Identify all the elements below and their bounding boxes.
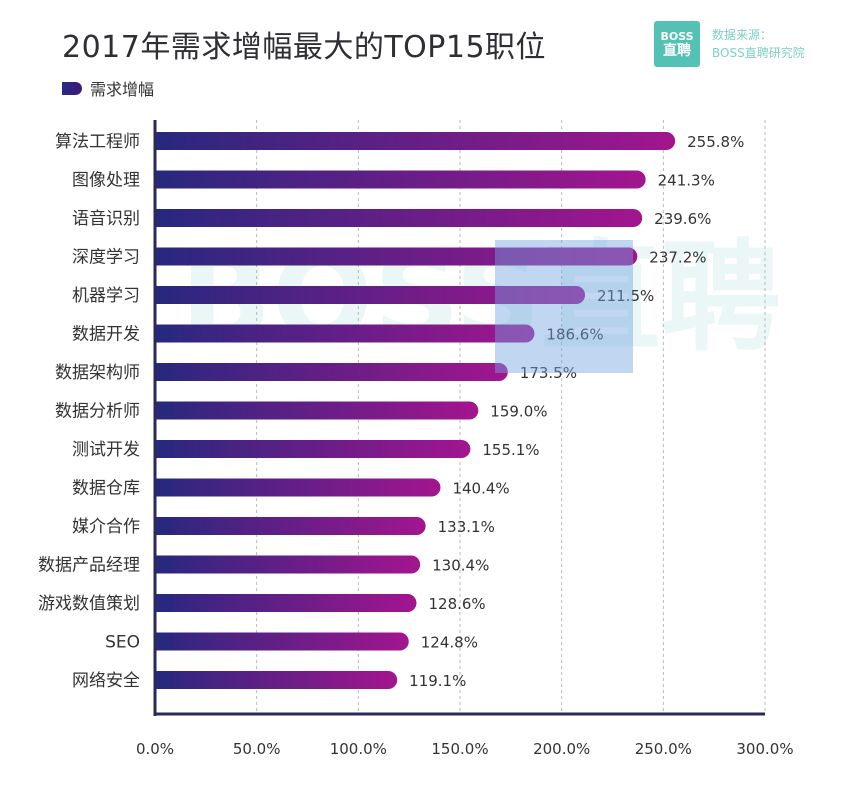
brand-block: BOSS 直聘 数据来源： BOSS直聘研究院 bbox=[654, 21, 805, 67]
value-label: 119.1% bbox=[409, 672, 466, 690]
bar-left-cap bbox=[155, 478, 173, 497]
value-label: 186.6% bbox=[546, 326, 603, 344]
bar-left-cap bbox=[155, 555, 173, 574]
value-label: 133.1% bbox=[438, 518, 495, 536]
category-label: 网络安全 bbox=[72, 671, 140, 691]
x-tick-label: 0.0% bbox=[136, 740, 174, 758]
bar-left-cap bbox=[155, 632, 173, 651]
bar bbox=[155, 632, 409, 651]
category-label: 语音识别 bbox=[72, 209, 140, 229]
category-label: 数据产品经理 bbox=[38, 556, 140, 576]
bar-left-cap bbox=[155, 594, 173, 612]
bar-left-cap bbox=[155, 286, 173, 304]
x-tick-label: 150.0% bbox=[431, 740, 488, 758]
value-label: 124.8% bbox=[421, 634, 478, 652]
bar bbox=[155, 324, 535, 343]
bars bbox=[155, 132, 676, 689]
category-label: 数据开发 bbox=[72, 325, 140, 345]
category-label: 图像处理 bbox=[72, 171, 140, 191]
legend: 需求增幅 bbox=[62, 76, 154, 100]
bar bbox=[155, 594, 417, 612]
bar bbox=[155, 401, 479, 420]
category-label: SEO bbox=[105, 633, 140, 653]
legend-swatch bbox=[62, 81, 82, 95]
value-label: 159.0% bbox=[490, 403, 547, 421]
x-tick-label: 300.0% bbox=[736, 740, 793, 758]
bar-left-cap bbox=[155, 671, 173, 689]
bar-left-cap bbox=[155, 324, 173, 343]
boss-logo: BOSS 直聘 bbox=[654, 21, 700, 67]
labels: 0.0% 50.0% 100.0% 150.0% 200.0% 250.0% 300.0% 算… bbox=[38, 132, 794, 758]
bar bbox=[155, 209, 643, 227]
category-label: 数据分析师 bbox=[55, 402, 140, 422]
source-note: 数据来源： BOSS直聘研究院 bbox=[712, 26, 805, 62]
value-label: 128.6% bbox=[428, 595, 485, 613]
bar bbox=[155, 132, 676, 150]
legend-label: 需求增幅 bbox=[90, 80, 155, 99]
chart-title: 2017年需求增幅最大的TOP15职位 bbox=[62, 30, 547, 65]
source-line-1: 数据来源： bbox=[712, 28, 773, 42]
category-label: 媒介合作 bbox=[72, 517, 140, 537]
bar-left-cap bbox=[155, 209, 173, 227]
bar-left-cap bbox=[155, 440, 173, 458]
value-label: 255.8% bbox=[687, 133, 744, 151]
bar bbox=[155, 478, 441, 497]
value-label: 155.1% bbox=[482, 441, 539, 459]
bar-left-cap bbox=[155, 170, 173, 189]
x-tick-label: 250.0% bbox=[635, 740, 692, 758]
bar bbox=[155, 363, 508, 381]
x-tick-label: 50.0% bbox=[233, 740, 281, 758]
value-label: 237.2% bbox=[649, 249, 706, 267]
bar-left-cap bbox=[155, 132, 173, 150]
x-tick-label: 100.0% bbox=[330, 740, 387, 758]
x-tick-label: 200.0% bbox=[533, 740, 590, 758]
bar-left-cap bbox=[155, 247, 173, 266]
category-label: 数据架构师 bbox=[55, 363, 140, 383]
value-label: 239.6% bbox=[654, 210, 711, 228]
category-label: 游戏数值策划 bbox=[38, 594, 140, 614]
value-label: 173.5% bbox=[520, 364, 577, 382]
bar bbox=[155, 671, 398, 689]
bar bbox=[155, 517, 426, 535]
bar-left-cap bbox=[155, 363, 173, 381]
value-label: 140.4% bbox=[452, 480, 509, 498]
axes bbox=[153, 120, 765, 716]
bar-left-cap bbox=[155, 517, 173, 535]
category-label: 测试开发 bbox=[72, 440, 140, 460]
value-label: 241.3% bbox=[658, 172, 715, 190]
value-label: 130.4% bbox=[432, 557, 489, 575]
bar bbox=[155, 555, 421, 574]
category-label: 算法工程师 bbox=[55, 132, 140, 152]
source-line-2: BOSS直聘研究院 bbox=[712, 46, 805, 60]
logo-bottom-text: 直聘 bbox=[663, 43, 691, 59]
category-label: 数据仓库 bbox=[72, 479, 140, 499]
logo-top-text: BOSS bbox=[660, 30, 694, 43]
bar bbox=[155, 440, 471, 458]
bar bbox=[155, 286, 586, 304]
bar bbox=[155, 247, 638, 266]
bar bbox=[155, 170, 646, 189]
value-label: 211.5% bbox=[597, 287, 654, 305]
category-label: 深度学习 bbox=[72, 248, 140, 268]
bar-left-cap bbox=[155, 401, 173, 420]
category-label: 机器学习 bbox=[72, 286, 140, 306]
